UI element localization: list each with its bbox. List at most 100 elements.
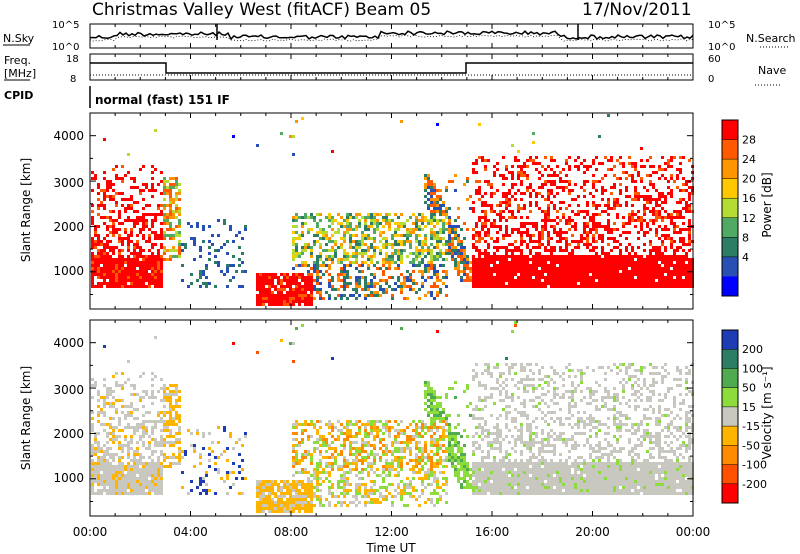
- radar-cell: [103, 345, 106, 348]
- radar-cell: [301, 504, 304, 507]
- radar-cell: [193, 447, 196, 450]
- radar-cell: [604, 267, 607, 270]
- radar-cell: [100, 267, 103, 270]
- radar-cell: [475, 276, 478, 279]
- radar-cell: [427, 174, 430, 177]
- radar-cell: [589, 231, 592, 234]
- radar-cell: [142, 444, 145, 447]
- radar-cell: [349, 237, 352, 240]
- radar-cell: [670, 279, 673, 282]
- radar-cell: [565, 258, 568, 261]
- radar-cell: [304, 468, 307, 471]
- radar-cell: [478, 255, 481, 258]
- radar-cell: [259, 492, 262, 495]
- radar-cell: [382, 423, 385, 426]
- radar-cell: [634, 264, 637, 267]
- radar-cell: [646, 285, 649, 288]
- radar-cell: [667, 261, 670, 264]
- radar-cell: [172, 249, 175, 252]
- radar-cell: [652, 255, 655, 258]
- radar-cell: [568, 222, 571, 225]
- radar-cell: [664, 261, 667, 264]
- radar-cell: [433, 183, 436, 186]
- radar-cell: [388, 267, 391, 270]
- radar-cell: [481, 273, 484, 276]
- radar-cell: [454, 219, 457, 222]
- radar-cell: [502, 192, 505, 195]
- radar-cell: [400, 258, 403, 261]
- radar-cell: [178, 447, 181, 450]
- radar-cell: [652, 222, 655, 225]
- radar-cell: [496, 249, 499, 252]
- radar-cell: [145, 255, 148, 258]
- radar-cell: [100, 282, 103, 285]
- radar-cell: [574, 270, 577, 273]
- radar-cell: [421, 219, 424, 222]
- radar-cell: [595, 282, 598, 285]
- radar-cell: [103, 195, 106, 198]
- radar-cell: [664, 258, 667, 261]
- radar-cell: [202, 447, 205, 450]
- radar-cell: [544, 228, 547, 231]
- radar-cell: [508, 243, 511, 246]
- radar-cell: [142, 423, 145, 426]
- radar-cell: [649, 282, 652, 285]
- radar-cell: [109, 477, 112, 480]
- radar-cell: [304, 279, 307, 282]
- radar-cell: [574, 273, 577, 276]
- radar-cell: [568, 228, 571, 231]
- radar-cell: [115, 435, 118, 438]
- radar-cell: [133, 255, 136, 258]
- radar-cell: [295, 462, 298, 465]
- radar-cell: [178, 210, 181, 213]
- radar-cell: [130, 186, 133, 189]
- radar-cell: [484, 165, 487, 168]
- radar-cell: [661, 279, 664, 282]
- radar-cell: [559, 255, 562, 258]
- radar-cell: [286, 279, 289, 282]
- radar-cell: [382, 450, 385, 453]
- radar-cell: [385, 468, 388, 471]
- radar-cell: [331, 255, 334, 258]
- radar-cell: [346, 477, 349, 480]
- radar-cell: [493, 270, 496, 273]
- radar-cell: [106, 255, 109, 258]
- radar-cell: [586, 231, 589, 234]
- radar-cell: [478, 261, 481, 264]
- radar-cell: [226, 264, 229, 267]
- radar-cell: [394, 456, 397, 459]
- radar-cell: [457, 264, 460, 267]
- radar-cell: [178, 240, 181, 243]
- radar-cell: [172, 210, 175, 213]
- radar-cell: [349, 420, 352, 423]
- radar-cell: [136, 243, 139, 246]
- radar-cell: [538, 207, 541, 210]
- radar-cell: [121, 456, 124, 459]
- radar-cell: [595, 276, 598, 279]
- radar-cell: [313, 441, 316, 444]
- radar-cell: [322, 264, 325, 267]
- radar-cell: [442, 276, 445, 279]
- radar-cell: [490, 195, 493, 198]
- radar-cell: [430, 216, 433, 219]
- radar-cell: [97, 264, 100, 267]
- radar-cell: [655, 273, 658, 276]
- radar-cell: [265, 498, 268, 501]
- radar-cell: [370, 279, 373, 282]
- radar-cell: [367, 492, 370, 495]
- radar-cell: [436, 234, 439, 237]
- radar-cell: [226, 285, 229, 288]
- radar-cell: [169, 192, 172, 195]
- radar-cell: [295, 294, 298, 297]
- radar-cell: [142, 165, 145, 168]
- radar-cell: [442, 252, 445, 255]
- radar-cell: [154, 264, 157, 267]
- radar-cell: [679, 198, 682, 201]
- noise-right-tick-bottom: 10^0: [708, 42, 735, 53]
- radar-cell: [445, 240, 448, 243]
- radar-cell: [100, 216, 103, 219]
- radar-cell: [337, 438, 340, 441]
- radar-cell: [685, 285, 688, 288]
- radar-cell: [301, 456, 304, 459]
- radar-cell: [307, 231, 310, 234]
